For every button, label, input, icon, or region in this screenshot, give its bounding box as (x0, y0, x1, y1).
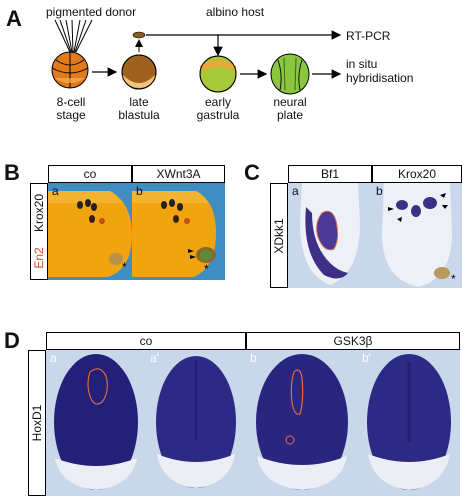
panel-letter-b: B (4, 160, 20, 185)
panel-d-image-b: b (246, 350, 358, 496)
panel-d-sub-a-prime: a' (150, 351, 159, 365)
panel-b-sub-a: a (52, 184, 59, 198)
panel-c-sub-b: b (376, 184, 383, 198)
donor-label: pigmented donor (46, 5, 137, 19)
panel-d-sub-b-prime: b' (362, 351, 371, 365)
panel-b-image-a: * a (48, 183, 132, 280)
panel-d-image-b-prime: b' (358, 350, 460, 496)
needles-icon (54, 19, 93, 53)
hoxd1-row-label: HoxD1 (30, 404, 44, 442)
panel-c-image-b: * b (372, 183, 462, 288)
panel-d-group-co: co (46, 332, 246, 350)
stage-neural-plate: neural plate (273, 95, 307, 122)
panel-c-col-krox20: Krox20 (372, 165, 462, 183)
transplant-schematic (51, 19, 342, 95)
panel-d-sub-a: a (50, 351, 57, 365)
krox20-row-label: Krox20 (32, 193, 46, 232)
panel-c-row-label: XDkk1 (270, 183, 288, 288)
panel-b-image-b: * b (132, 183, 225, 280)
blastula-embryo (121, 54, 157, 90)
stage-8-cell: 8-cell stage (56, 95, 86, 122)
panel-letter-c: C (244, 160, 260, 185)
eight-cell-embryo (51, 51, 89, 89)
stage-late-blastula: late blastula (118, 95, 160, 122)
panel-c-image-a: a (288, 183, 372, 288)
host-label: albino host (206, 5, 265, 19)
panel-b-col-xwnt3a: XWnt3A (132, 165, 225, 183)
panel-b-row-labels: Krox20 En2 (30, 183, 48, 280)
gastrula-embryo (199, 55, 237, 93)
en2-row-label: En2 (32, 247, 46, 269)
panel-d-row-label: HoxD1 (28, 350, 46, 496)
panel-d-group-gsk3b: GSK3β (246, 332, 460, 350)
xdkk1-row-label: XDkk1 (272, 217, 286, 254)
svg-text:*: * (122, 260, 127, 274)
panel-d-sub-b: b (250, 351, 257, 365)
panel-letter-d: D (4, 328, 20, 353)
panel-b-col-co: co (48, 165, 132, 183)
rt-pcr-label: RT-PCR (346, 29, 391, 43)
donor-explant (132, 31, 146, 39)
in-situ-label: in situ hybridisation (346, 57, 414, 85)
panel-d-image-a-prime: a' (146, 350, 246, 496)
panel-c-col-bf1: Bf1 (288, 165, 372, 183)
panel-b-sub-b: b (136, 184, 143, 198)
panel-d-image-a: a (46, 350, 146, 496)
panel-letter-a: A (6, 6, 22, 31)
neural-plate-embryo (270, 53, 310, 95)
svg-text:*: * (204, 262, 209, 276)
panel-c-sub-a: a (292, 184, 299, 198)
stage-early-gastrula: early gastrula (196, 95, 240, 122)
svg-text:*: * (451, 272, 456, 286)
